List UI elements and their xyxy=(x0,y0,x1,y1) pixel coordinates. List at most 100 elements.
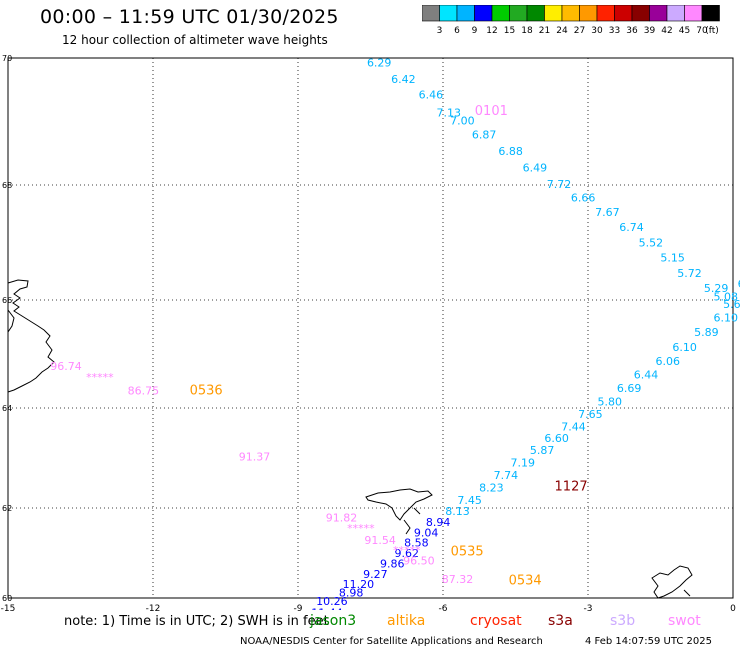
colorbar-tick-label: 9 xyxy=(472,26,478,36)
wave-height-label: 91.54 xyxy=(364,534,396,547)
pass-time-label: 1127 xyxy=(555,480,588,495)
wave-height-label: 8.13 xyxy=(445,505,470,518)
colorbar-swatch xyxy=(684,5,703,22)
wave-height-label: ***** xyxy=(86,371,114,384)
lat-tick-label: 62 xyxy=(2,504,12,513)
colorbar-swatch xyxy=(561,5,580,22)
wave-height-label: 5.62 xyxy=(723,298,740,311)
colorbar-tick-label: 36 xyxy=(626,26,638,36)
wave-height-label: 12.53 xyxy=(282,626,314,639)
colorbar-tick-label: 45 xyxy=(679,26,690,36)
wave-height-label: 9.86 xyxy=(380,557,405,570)
colorbar-tick-label: 15 xyxy=(504,26,515,36)
pass-time-label: 1128 xyxy=(337,633,370,648)
satellite-legend-item: swot xyxy=(668,613,701,629)
lat-tick-label: 66 xyxy=(2,296,12,305)
wave-height-label: 6.10 xyxy=(714,312,739,325)
colorbar-tick-label: 6 xyxy=(454,26,460,36)
wave-height-label: 96.74 xyxy=(50,360,82,373)
lon-tick-label: -12 xyxy=(146,604,161,614)
wave-height-label: 7.19 xyxy=(511,457,536,470)
wave-height-label: ***** xyxy=(393,544,421,557)
colorbar-tick-label: 21 xyxy=(539,26,550,36)
wave-height-label: 7.72 xyxy=(547,178,572,191)
wave-height-label: 6.87 xyxy=(472,129,497,142)
wave-height-label: 7.13 xyxy=(437,106,462,119)
colorbar-tick-label: 70 xyxy=(696,26,708,36)
colorbar-swatch xyxy=(614,5,633,22)
pass-time-label: 0536 xyxy=(190,384,223,399)
wave-height-label: 11.20 xyxy=(343,578,375,591)
lat-tick-label: 68 xyxy=(2,181,12,190)
wave-height-label: 7.74 xyxy=(494,469,519,482)
colorbar-tick-label: 3 xyxy=(437,26,443,36)
satellite-legend: jason3 altika cryosat s3a s3b swot xyxy=(309,613,701,629)
wave-height-label: 5.08 xyxy=(714,291,739,304)
pass-time-label: 1129 xyxy=(320,643,353,650)
wave-height-label: 5.52 xyxy=(639,237,664,250)
lon-tick-label: -6 xyxy=(439,604,448,614)
colorbar-swatch xyxy=(491,5,510,22)
page-subtitle: 12 hour collection of altimeter wave hei… xyxy=(62,33,328,47)
wave-height-label: 11.44 xyxy=(311,606,343,619)
wave-height-label: 5.80 xyxy=(598,395,623,408)
wave-height-label: 6.06 xyxy=(656,355,681,368)
wave-height-label: 6.60 xyxy=(544,432,569,445)
wave-height-label: 5.89 xyxy=(694,326,719,339)
wave-height-label: 91.82 xyxy=(326,512,358,525)
wave-height-label: 6.42 xyxy=(391,73,416,86)
colorbar-swatch xyxy=(649,5,668,22)
wave-height-label: 7.67 xyxy=(595,206,620,219)
wave-height-label: 5.87 xyxy=(530,444,555,457)
colorbar-swatch xyxy=(439,5,458,22)
colorbar-tick-label: 27 xyxy=(574,26,585,36)
wave-height-label: 5.15 xyxy=(660,251,685,264)
colorbar-tick-label: 33 xyxy=(609,26,620,36)
coastline-layer xyxy=(7,279,693,599)
colorbar-tick-label: 30 xyxy=(591,26,603,36)
pass-time-label: 0535 xyxy=(451,544,484,559)
colorbar-swatch xyxy=(456,5,475,22)
wave-height-label: 10.26 xyxy=(316,595,348,608)
wave-height-label: 6.69 xyxy=(617,382,642,395)
wave-height-label: 7.45 xyxy=(457,494,482,507)
satellite-legend-item: cryosat xyxy=(470,613,522,629)
colorbar-tick-label: 24 xyxy=(556,26,568,36)
colorbar-tick-label: 42 xyxy=(661,26,672,36)
shetland-islands xyxy=(651,565,693,599)
wave-height-label: 7.44 xyxy=(561,421,586,434)
map-grid: -15 -12 -9 -6 -3 0 60 62 64 66 68 70 xyxy=(1,54,736,614)
pass-time-label: 0534 xyxy=(509,574,542,589)
wave-height-label: 7.00 xyxy=(450,115,475,128)
satellite-legend-item: jason3 xyxy=(309,613,356,629)
colorbar-swatch xyxy=(596,5,615,22)
wave-height-label: 6.49 xyxy=(523,162,548,175)
lat-tick-label: 60 xyxy=(2,594,12,603)
colorbar-unit: (ft) xyxy=(705,26,719,36)
wave-height-label: 6.66 xyxy=(571,192,596,205)
wave-height-label: 7.65 xyxy=(578,408,603,421)
lat-tick-label: 64 xyxy=(2,404,12,413)
wave-height-label: 5.72 xyxy=(677,267,702,280)
wave-height-label: 6.46 xyxy=(419,89,444,102)
pass-time-label: 0101 xyxy=(475,104,508,119)
colorbar-swatch xyxy=(666,5,685,22)
wave-height-label: 5.29 xyxy=(704,282,729,295)
lon-tick-label: -9 xyxy=(294,604,303,614)
colorbar-swatch xyxy=(509,5,528,22)
wave-height-label: 8.58 xyxy=(404,537,429,550)
footer-note: note: 1) Time is in UTC; 2) SWH is in fe… xyxy=(64,614,329,629)
iceland-coastline xyxy=(7,279,55,393)
wave-height-label: 86.75 xyxy=(128,385,160,398)
lon-tick-label: 0 xyxy=(730,604,736,614)
wave-height-label: 9.27 xyxy=(363,568,388,581)
wave-height-label: 12.16 xyxy=(258,635,290,648)
colorbar-tick-label: 18 xyxy=(521,26,533,36)
wave-height-colorbar: 3 6 9 12 15 18 21 24 27 30 33 36 39 42 45 70(ft) xyxy=(422,5,720,36)
satellite-legend-item: altika xyxy=(387,613,425,629)
satellite-legend-item: s3a xyxy=(548,613,573,629)
colorbar-tick-label: 39 xyxy=(644,26,656,36)
